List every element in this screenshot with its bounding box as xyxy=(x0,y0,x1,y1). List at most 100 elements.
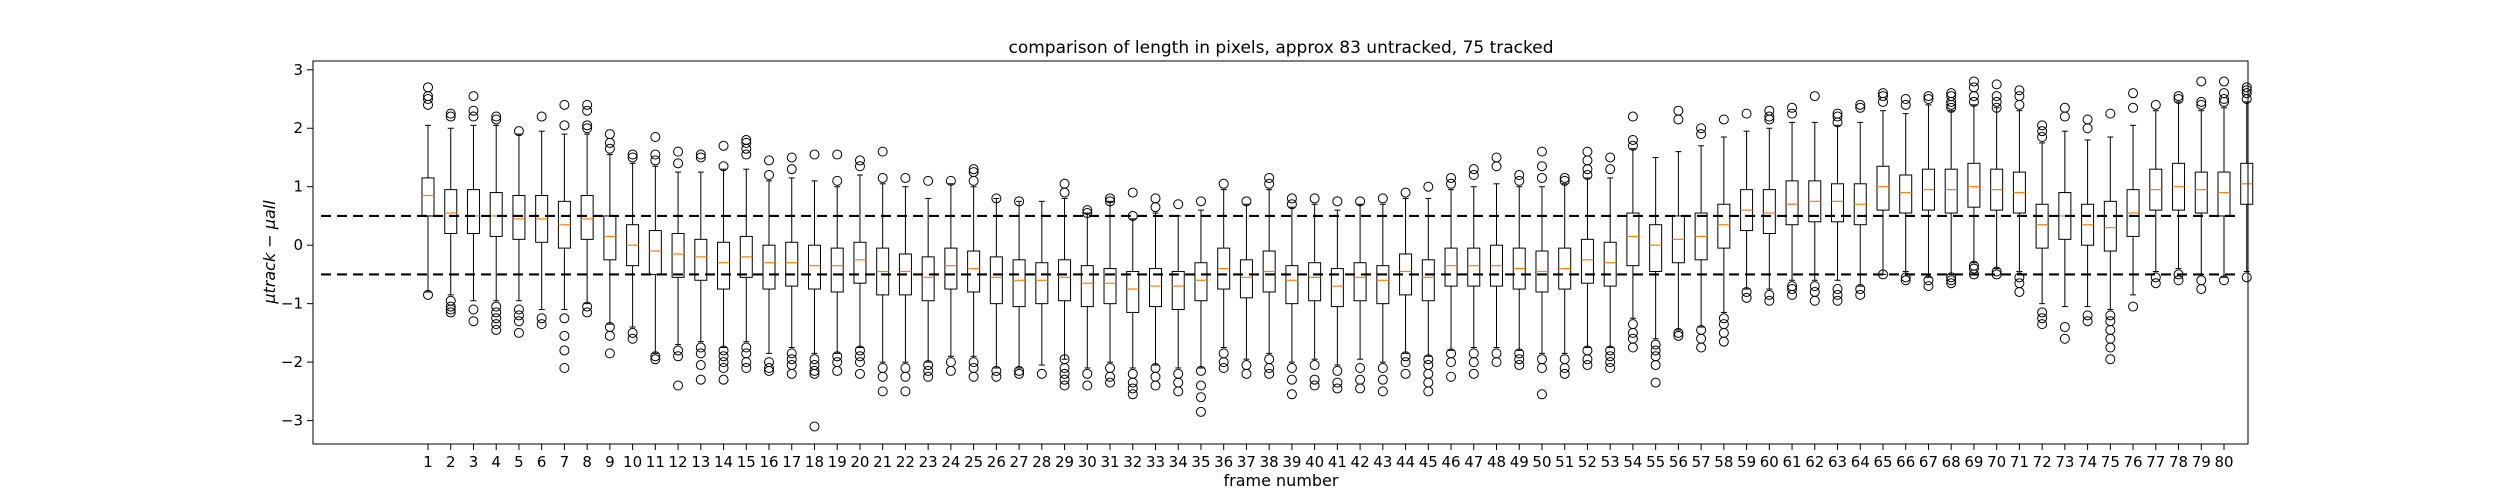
outlier-point xyxy=(1696,123,1707,134)
box-27 xyxy=(1012,196,1026,379)
outlier-point xyxy=(877,371,888,382)
box-79 xyxy=(2194,76,2208,295)
x-tick-label: 60 xyxy=(1760,453,1779,471)
outlier-point xyxy=(900,172,911,183)
outlier-point xyxy=(1264,368,1275,379)
outlier-point xyxy=(2105,310,2116,321)
x-tick-label: 20 xyxy=(850,453,869,471)
y-tick-label: 3 xyxy=(293,61,303,79)
outlier-point xyxy=(1605,351,1616,362)
outlier-point xyxy=(877,362,888,373)
outlier-point xyxy=(627,333,638,344)
outlier-point xyxy=(2059,111,2070,122)
x-axis: 1 2 3 4 5 6 7 8 9 10 11 12 13 14 15 16 17 18 19 20 21 22 23 24 2… xyxy=(423,444,2234,471)
outlier-point xyxy=(2037,132,2048,143)
x-tick-label: 16 xyxy=(759,453,778,471)
outlier-point xyxy=(2037,319,2048,330)
box-8 xyxy=(580,99,594,318)
outlier-point xyxy=(1105,362,1116,373)
x-tick-label: 78 xyxy=(2169,453,2188,471)
outlier-point xyxy=(1650,360,1661,371)
box-72 xyxy=(2035,120,2049,330)
x-tick-label: 70 xyxy=(1987,453,2006,471)
outlier-point xyxy=(1696,333,1707,344)
box-body xyxy=(1376,265,1390,305)
box-body xyxy=(2035,203,2049,249)
outlier-point xyxy=(809,368,820,379)
box-body xyxy=(444,189,458,234)
outlier-point xyxy=(695,152,706,163)
outlier-point xyxy=(1332,365,1343,376)
outlier-point xyxy=(832,351,843,362)
x-tick-label: 8 xyxy=(582,453,592,471)
outlier-point xyxy=(1286,362,1297,373)
outlier-point xyxy=(1832,295,1843,306)
outlier-point xyxy=(650,155,661,166)
outlier-point xyxy=(673,351,684,362)
box-65 xyxy=(1876,88,1890,280)
outlier-point xyxy=(513,126,524,137)
outlier-point xyxy=(1014,196,1025,207)
outlier-point xyxy=(1968,76,1979,87)
x-tick-label: 12 xyxy=(669,453,688,471)
box-36 xyxy=(1217,178,1231,373)
outlier-point xyxy=(1127,389,1138,400)
outlier-point xyxy=(968,371,979,382)
box-body xyxy=(694,238,708,281)
box-39 xyxy=(1285,193,1299,400)
outlier-point xyxy=(1673,330,1684,341)
box-body xyxy=(580,194,594,240)
outlier-point xyxy=(2173,94,2184,105)
outlier-point xyxy=(1946,272,1957,283)
outlier-point xyxy=(945,175,956,186)
outlier-point xyxy=(718,362,729,373)
box-45 xyxy=(1421,181,1435,397)
outlier-point xyxy=(1423,354,1434,365)
outlier-point xyxy=(809,149,820,160)
box-40 xyxy=(1308,193,1322,391)
x-tick-label: 19 xyxy=(828,453,847,471)
outlier-point xyxy=(2219,94,2229,105)
outlier-point xyxy=(1355,362,1366,373)
box-25 xyxy=(967,164,981,382)
outlier-point xyxy=(2196,96,2207,107)
outlier-point xyxy=(832,365,843,376)
outlier-point xyxy=(1377,362,1388,373)
outlier-point xyxy=(468,91,479,102)
outlier-point xyxy=(1582,170,1593,181)
outlier-point xyxy=(786,164,797,175)
outlier-point xyxy=(1514,354,1525,365)
outlier-point xyxy=(1195,196,1206,207)
outlier-point xyxy=(1605,362,1616,373)
outlier-point xyxy=(741,342,752,353)
box-body xyxy=(1058,259,1072,302)
x-tick-label: 80 xyxy=(2214,453,2233,471)
outlier-point xyxy=(513,304,524,315)
box-75 xyxy=(2103,108,2117,365)
outlier-point xyxy=(1900,99,1911,110)
outlier-point xyxy=(741,149,752,160)
box-19 xyxy=(830,149,844,376)
outlier-point xyxy=(2241,82,2252,93)
outlier-point xyxy=(445,301,456,312)
outlier-point xyxy=(582,123,593,134)
outlier-point xyxy=(559,120,570,131)
outlier-point xyxy=(2173,275,2184,286)
outlier-point xyxy=(604,143,615,154)
outlier-point xyxy=(718,345,729,356)
outlier-point xyxy=(2219,275,2229,286)
y-tick-label: −1 xyxy=(281,295,303,313)
x-tick-label: 44 xyxy=(1396,453,1415,471)
outlier-point xyxy=(968,357,979,368)
outlier-point xyxy=(809,354,820,365)
y-tick-label: −2 xyxy=(281,353,303,371)
x-tick-label: 18 xyxy=(805,453,824,471)
x-tick-label: 72 xyxy=(2033,453,2052,471)
box-34 xyxy=(1171,199,1185,397)
x-tick-label: 14 xyxy=(714,453,733,471)
box-42 xyxy=(1353,196,1367,394)
outlier-point xyxy=(968,362,979,373)
outlier-point xyxy=(695,348,706,359)
box-body xyxy=(1717,203,1731,249)
box-15 xyxy=(739,134,753,373)
